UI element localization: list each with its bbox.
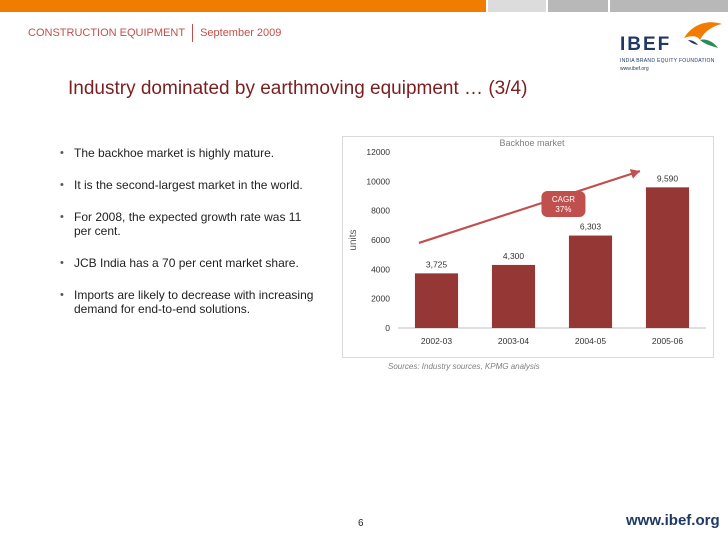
bullet-text: The backhoe market is highly mature. — [74, 146, 275, 160]
brand-name: IBEF — [620, 34, 672, 55]
y-axis-label: units — [348, 229, 359, 250]
y-tick-label: 8000 — [371, 206, 390, 216]
chart-bar — [645, 187, 690, 328]
x-tick-label: 2003-04 — [498, 336, 529, 346]
ibef-bird-logo-icon — [684, 22, 722, 48]
backhoe-chart: Backhoe market units 0 2000 4000 6000 8000 1000… — [342, 136, 714, 358]
bullet-text: For 2008, the expected growth rate was 1… — [74, 210, 302, 238]
y-tick-label: 12000 — [366, 147, 390, 157]
slide-header: CONSTRUCTION EQUIPMENT September 2009 — [28, 24, 281, 42]
bullet-marker: • — [60, 179, 64, 191]
bullet-marker: • — [60, 257, 64, 269]
section-label: CONSTRUCTION EQUIPMENT — [28, 27, 186, 39]
sources-note: Sources: Industry sources, KPMG analysis — [388, 362, 540, 371]
bar-value-label: 4,300 — [503, 251, 525, 261]
top-bar-segment — [486, 0, 488, 12]
cagr-arrow-head — [629, 169, 640, 179]
top-bar-segment — [546, 0, 548, 12]
bullet-list: • The backhoe market is highly mature. • I… — [60, 146, 320, 334]
top-bar-segment — [608, 0, 610, 12]
bar-value-label: 9,590 — [657, 173, 679, 183]
bullet-marker: • — [60, 147, 64, 159]
bullet-item: • For 2008, the expected growth rate was … — [60, 210, 320, 238]
bullet-text: It is the second-largest market in the w… — [74, 178, 303, 192]
top-bar-segment — [548, 0, 608, 12]
backhoe-bar-chart: Backhoe market units 0 2000 4000 6000 8000 1000… — [342, 136, 714, 358]
date-label: September 2009 — [200, 27, 282, 39]
top-color-bar — [0, 0, 728, 12]
x-tick-label: 2004-05 — [575, 336, 606, 346]
x-tick-label: 2005-06 — [652, 336, 683, 346]
brand-url-small: www.ibef.org — [620, 66, 649, 72]
bullet-item: • Imports are likely to decrease with inc… — [60, 288, 320, 316]
bullet-item: • It is the second-largest market in the … — [60, 178, 320, 192]
chart-bar — [491, 264, 536, 328]
bullet-text: Imports are likely to decrease with incr… — [74, 288, 314, 316]
cagr-badge — [541, 191, 586, 217]
top-bar-segment — [0, 0, 486, 12]
chart-title: Backhoe market — [499, 138, 565, 148]
y-tick-label: 6000 — [371, 235, 390, 245]
bullet-item: • JCB India has a 70 per cent market shar… — [60, 256, 320, 270]
page-number: 6 — [358, 518, 364, 529]
chart-bar — [414, 273, 459, 328]
top-bar-segment — [610, 0, 728, 12]
bar-value-label: 3,725 — [426, 259, 448, 269]
y-tick-label: 2000 — [371, 294, 390, 304]
bullet-text: JCB India has a 70 per cent market share… — [74, 256, 299, 270]
bullet-marker: • — [60, 211, 64, 223]
y-tick-label: 10000 — [366, 176, 390, 186]
slide-title: Industry dominated by earthmoving equipm… — [68, 78, 528, 99]
cagr-value: 37% — [555, 205, 571, 214]
bar-value-label: 6,303 — [580, 222, 602, 232]
cagr-label: CAGR — [552, 195, 575, 204]
x-tick-label: 2002-03 — [421, 336, 452, 346]
y-tick-label: 4000 — [371, 264, 390, 274]
bullet-item: • The backhoe market is highly mature. — [60, 146, 320, 160]
footer-url: www.ibef.org — [626, 512, 720, 529]
header-divider — [192, 24, 194, 42]
top-bar-segment — [488, 0, 546, 12]
cagr-arrow-line — [418, 170, 641, 244]
y-tick-label: 0 — [385, 323, 390, 333]
brand-tagline: INDIA BRAND EQUITY FOUNDATION — [620, 58, 715, 64]
chart-bar — [568, 235, 613, 328]
bullet-marker: • — [60, 289, 64, 301]
